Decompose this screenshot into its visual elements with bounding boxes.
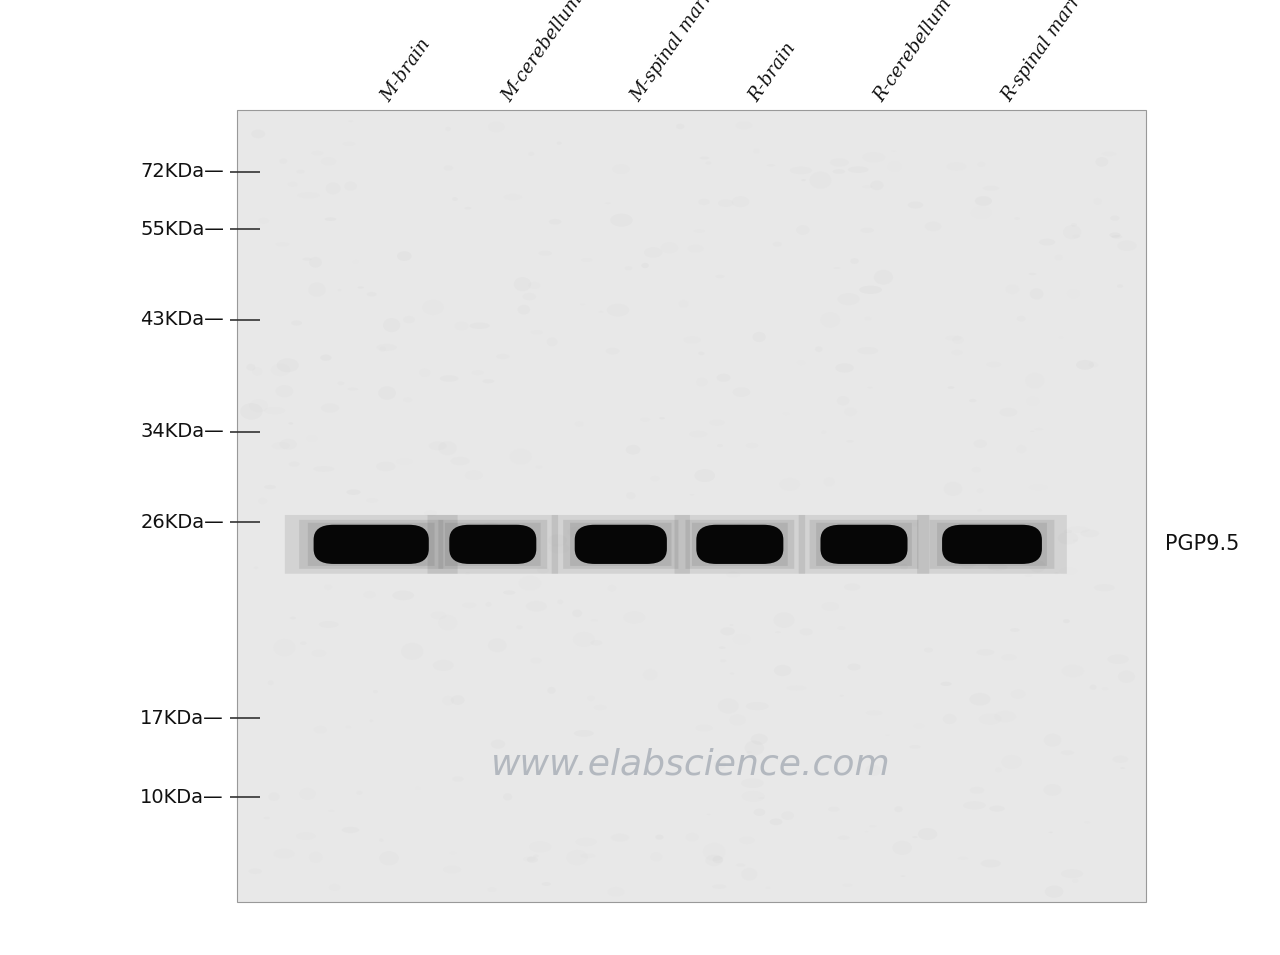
FancyBboxPatch shape <box>284 515 458 574</box>
FancyBboxPatch shape <box>942 524 1042 564</box>
Ellipse shape <box>549 219 562 224</box>
FancyBboxPatch shape <box>929 520 1055 569</box>
FancyBboxPatch shape <box>300 520 443 569</box>
Bar <box>237 110 1146 902</box>
Ellipse shape <box>288 422 293 425</box>
Ellipse shape <box>716 275 724 278</box>
FancyBboxPatch shape <box>799 515 929 574</box>
Text: 34KDa—: 34KDa— <box>141 422 224 441</box>
Text: R-spinal marrow: R-spinal marrow <box>998 0 1100 105</box>
Text: www.elabscience.com: www.elabscience.com <box>492 747 891 781</box>
FancyBboxPatch shape <box>449 524 536 564</box>
Ellipse shape <box>947 387 955 389</box>
FancyBboxPatch shape <box>692 522 787 566</box>
Ellipse shape <box>901 876 905 877</box>
Ellipse shape <box>320 354 332 361</box>
Ellipse shape <box>809 172 832 189</box>
Ellipse shape <box>800 628 813 635</box>
Ellipse shape <box>1120 768 1125 769</box>
Ellipse shape <box>347 489 361 495</box>
Ellipse shape <box>452 197 458 201</box>
Text: 55KDa—: 55KDa— <box>140 220 224 239</box>
Ellipse shape <box>357 286 364 288</box>
Ellipse shape <box>659 417 664 419</box>
Text: 10KDa—: 10KDa— <box>141 788 224 807</box>
Text: M-spinal marrow: M-spinal marrow <box>627 0 732 105</box>
Text: M-brain: M-brain <box>378 35 434 105</box>
Ellipse shape <box>655 835 663 839</box>
Ellipse shape <box>730 625 733 626</box>
Ellipse shape <box>731 523 750 531</box>
FancyBboxPatch shape <box>314 524 429 564</box>
Ellipse shape <box>988 563 1007 570</box>
Ellipse shape <box>598 766 608 771</box>
Ellipse shape <box>251 130 265 138</box>
FancyBboxPatch shape <box>810 520 919 569</box>
FancyBboxPatch shape <box>817 522 911 566</box>
FancyBboxPatch shape <box>675 515 805 574</box>
Ellipse shape <box>246 364 256 371</box>
Ellipse shape <box>641 263 649 268</box>
Ellipse shape <box>847 664 860 670</box>
FancyBboxPatch shape <box>916 515 1068 574</box>
Ellipse shape <box>790 166 812 174</box>
Ellipse shape <box>529 152 534 156</box>
FancyBboxPatch shape <box>552 515 690 574</box>
Ellipse shape <box>397 251 412 261</box>
Ellipse shape <box>698 199 709 205</box>
Text: 17KDa—: 17KDa— <box>141 709 224 728</box>
FancyBboxPatch shape <box>570 522 672 566</box>
FancyBboxPatch shape <box>428 515 558 574</box>
Ellipse shape <box>557 600 563 605</box>
FancyBboxPatch shape <box>307 522 435 566</box>
Ellipse shape <box>767 164 776 166</box>
Ellipse shape <box>1110 232 1120 238</box>
FancyBboxPatch shape <box>438 520 548 569</box>
Ellipse shape <box>572 609 582 617</box>
Text: M-cerebellum: M-cerebellum <box>499 0 586 105</box>
FancyBboxPatch shape <box>696 524 783 564</box>
Text: 43KDa—: 43KDa— <box>141 310 224 329</box>
Ellipse shape <box>941 682 951 686</box>
Ellipse shape <box>1076 360 1094 370</box>
Ellipse shape <box>859 286 882 294</box>
Ellipse shape <box>754 809 765 816</box>
Ellipse shape <box>713 856 723 863</box>
Ellipse shape <box>325 218 337 221</box>
Text: 72KDa—: 72KDa— <box>141 162 224 181</box>
Text: R-brain: R-brain <box>746 39 800 105</box>
FancyBboxPatch shape <box>563 520 678 569</box>
Ellipse shape <box>342 827 360 833</box>
FancyBboxPatch shape <box>445 522 540 566</box>
FancyBboxPatch shape <box>820 524 908 564</box>
FancyBboxPatch shape <box>575 524 667 564</box>
FancyBboxPatch shape <box>686 520 794 569</box>
Ellipse shape <box>774 631 781 633</box>
Text: R-cerebellum: R-cerebellum <box>870 0 955 105</box>
Text: 26KDa—: 26KDa— <box>141 513 224 532</box>
Ellipse shape <box>717 373 731 382</box>
Text: PGP9.5: PGP9.5 <box>1165 535 1239 554</box>
Ellipse shape <box>503 590 516 595</box>
Ellipse shape <box>573 730 594 736</box>
Ellipse shape <box>367 292 376 297</box>
Ellipse shape <box>769 818 782 825</box>
Ellipse shape <box>868 387 873 389</box>
FancyBboxPatch shape <box>937 522 1047 566</box>
Ellipse shape <box>1117 241 1137 251</box>
